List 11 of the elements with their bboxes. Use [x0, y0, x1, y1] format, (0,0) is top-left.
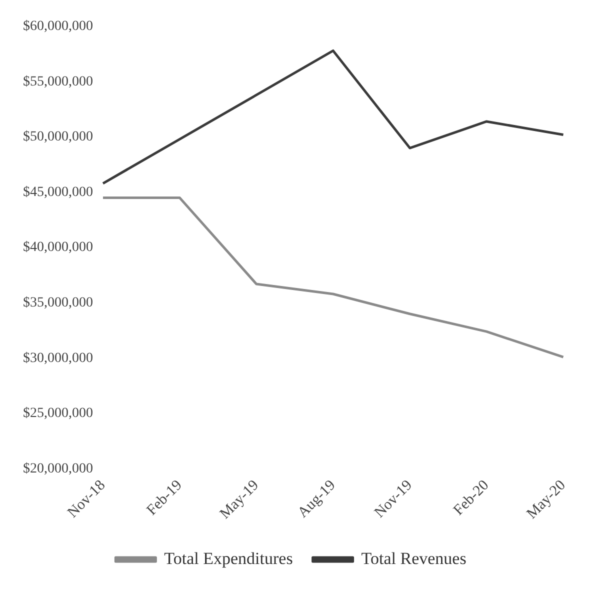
y-tick-label: $60,000,000	[23, 19, 93, 34]
legend-label: Total Revenues	[361, 548, 466, 568]
y-tick-label: $35,000,000	[23, 296, 93, 311]
y-tick-label: $45,000,000	[23, 184, 93, 200]
y-tick-label: $30,000,000	[23, 350, 93, 366]
y-tick-label: $50,000,000	[23, 130, 93, 145]
y-tick-label: $55,000,000	[23, 74, 93, 90]
y-tick-label: $25,000,000	[23, 406, 93, 422]
y-tick-label: $20,000,000	[23, 461, 93, 476]
legend-label: Total Expenditures	[164, 548, 293, 568]
y-tick-label: $40,000,000	[23, 240, 93, 256]
